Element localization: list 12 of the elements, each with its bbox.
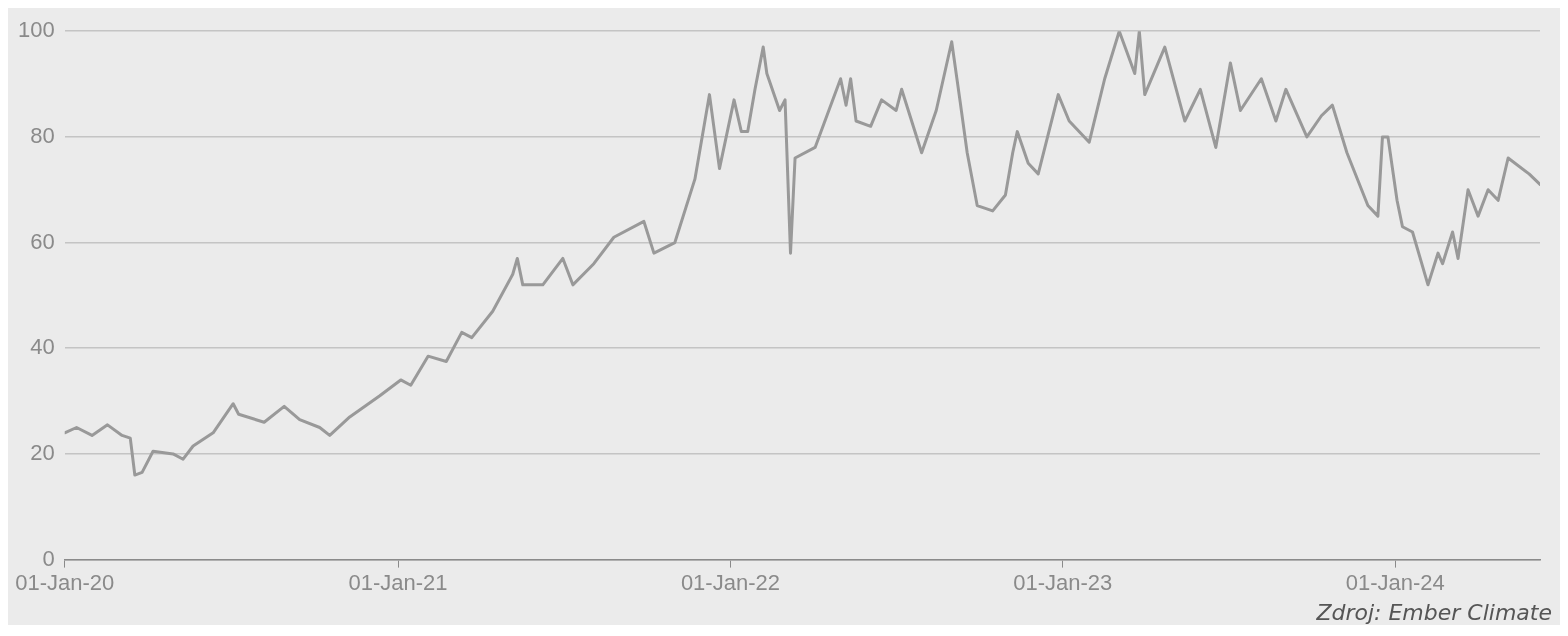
x-tick-label: 01-Jan-24 [1345,569,1445,595]
x-tick-label: 01-Jan-23 [1013,569,1113,595]
y-tick-label: 40 [30,334,55,360]
x-tick-label: 01-Jan-20 [15,569,115,595]
y-tick-label: 80 [30,122,55,148]
y-tick-label: 100 [17,17,55,43]
y-tick-label: 60 [30,228,55,254]
y-tick-label: 20 [30,439,55,465]
x-tick-label: 01-Jan-22 [680,569,780,595]
y-tick-label: 0 [42,545,55,571]
text: Zdroj: Ember Climate [1315,600,1553,625]
x-tick-label: 01-Jan-21 [348,569,448,595]
